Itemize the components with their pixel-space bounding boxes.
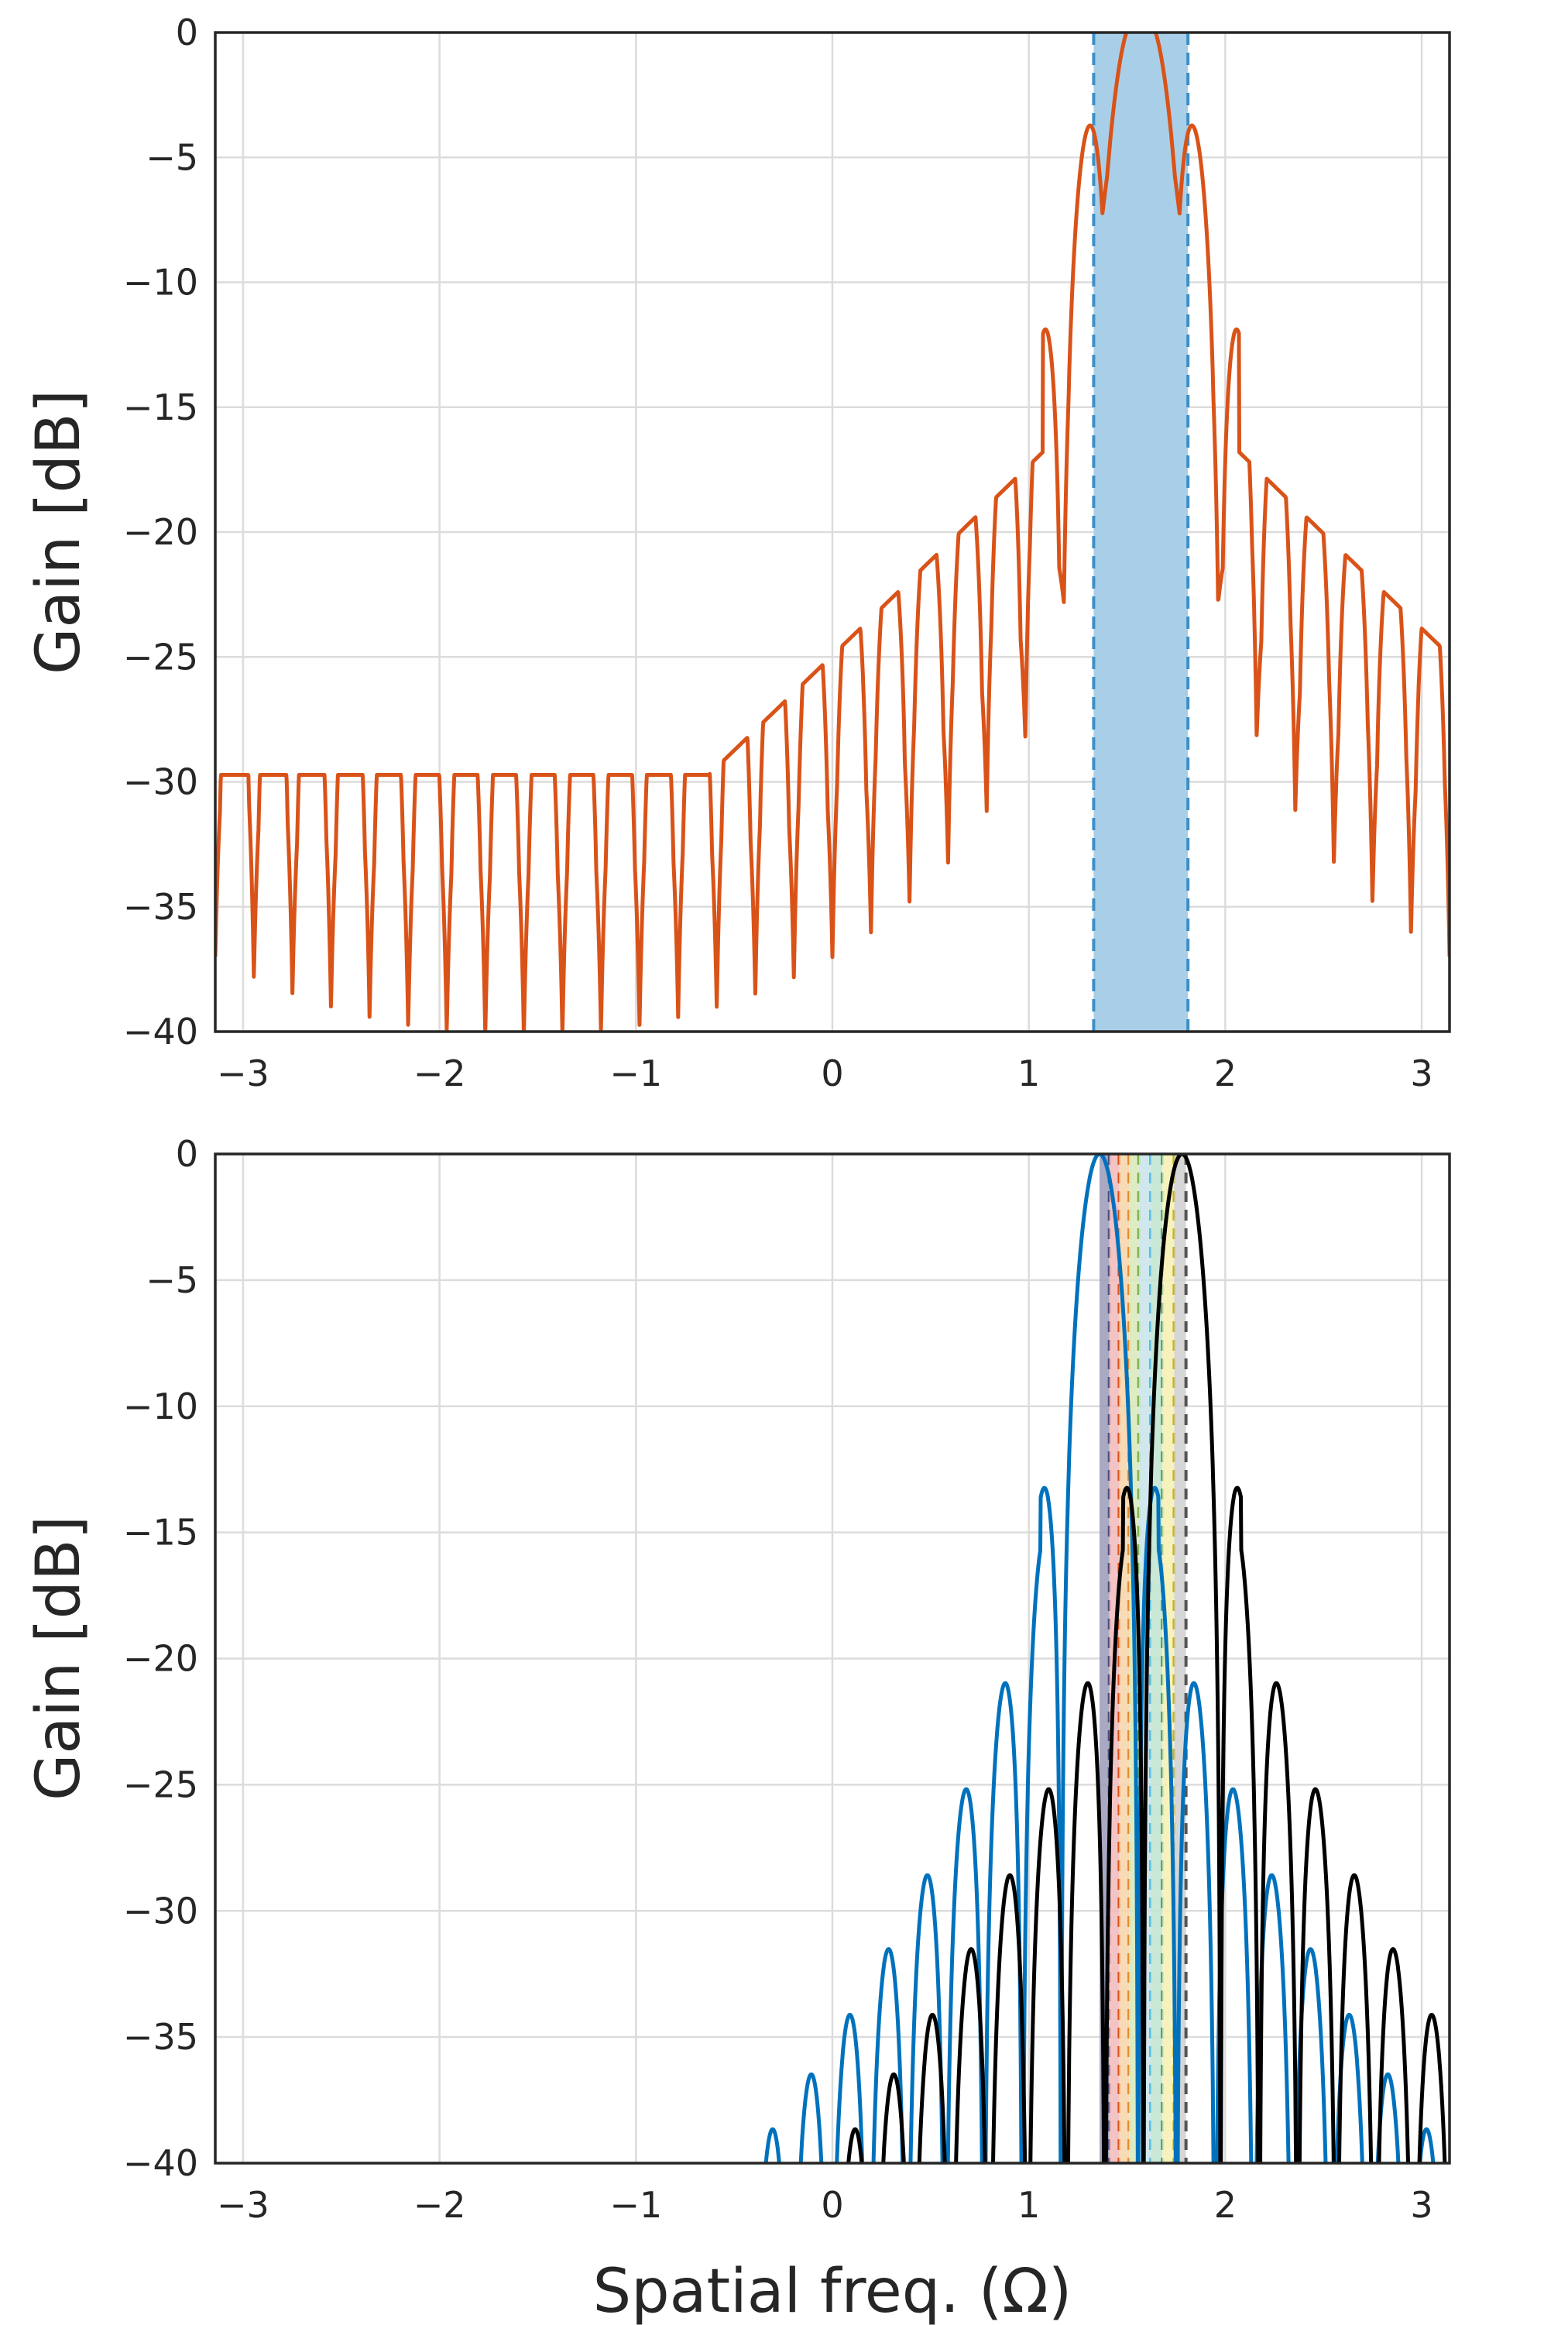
bot-y-tick-label: −10	[123, 1386, 198, 1427]
bot-x-tick-label: −1	[609, 2184, 662, 2226]
bot-y-tick-label: −5	[146, 1259, 198, 1301]
bot-x-tick-label: 1	[1017, 2184, 1040, 2226]
bottom-series	[763, 1154, 1447, 2163]
top-y-tick-label: −40	[123, 1011, 198, 1053]
bottom-y-axis-label: Gain [dB]	[24, 1516, 94, 1801]
bottom-grid	[215, 1152, 1450, 2165]
bot-y-tick-label: −20	[123, 1638, 198, 1680]
top-series	[215, 33, 1450, 1032]
bottom-y-tick-labels: 0 −5 −10 −15 −20 −25 −30 −35 −40	[123, 1133, 198, 2184]
top-y-axis-label: Gain [dB]	[24, 390, 94, 675]
top-x-tick-label: −2	[413, 1053, 466, 1094]
bot-x-tick-label: −2	[413, 2184, 466, 2226]
top-gain-curve-0	[215, 33, 1450, 1032]
top-axes-box	[214, 31, 1451, 1033]
top-x-tick-label: −3	[217, 1053, 269, 1094]
top-y-tick-label: 0	[176, 12, 198, 53]
top-y-tick-label: −10	[123, 262, 198, 304]
bottom-axes-box	[214, 1152, 1451, 2165]
bot-x-tick-label: 0	[821, 2184, 843, 2226]
top-band	[1092, 33, 1190, 1032]
passband-shading	[1093, 33, 1189, 1032]
bot-y-tick-label: −25	[123, 1763, 198, 1805]
subband-shading	[1174, 1154, 1186, 2163]
top-y-tick-label: −30	[123, 761, 198, 803]
bot-x-tick-label: 2	[1214, 2184, 1237, 2226]
bot-y-tick-label: −30	[123, 1890, 198, 1932]
bottom-x-tick-labels: −3 −2 −1 0 1 2 3	[217, 2184, 1433, 2226]
bot-gain-curve-0	[763, 1154, 1436, 2163]
top-y-tick-label: −20	[123, 511, 198, 553]
top-x-tick-label: −1	[609, 1053, 662, 1094]
bot-gain-curve-1	[846, 1154, 1447, 2163]
bot-y-tick-label: −35	[123, 2016, 198, 2058]
bot-y-tick-label: 0	[176, 1133, 198, 1175]
bot-x-tick-label: −3	[217, 2184, 269, 2226]
top-y-tick-label: −5	[146, 136, 198, 178]
top-y-tick-label: −35	[123, 886, 198, 928]
top-gain-panel: 0−5−10−15−20−25−30−35−40 −3 −2 −1 0 1 2 3 Gain…	[24, 12, 1451, 1094]
bot-y-tick-label: −15	[123, 1512, 198, 1554]
top-x-tick-label: 2	[1214, 1053, 1237, 1094]
top-x-tick-labels: −3 −2 −1 0 1 2 3	[217, 1053, 1433, 1094]
top-x-tick-label: 3	[1410, 1053, 1432, 1094]
top-y-tick-labels: 0 −5 −10 −15 −20 −25 −30 −35 −40	[123, 12, 198, 1053]
top-x-tick-label: 1	[1017, 1053, 1040, 1094]
top-x-tick-label: 0	[821, 1053, 843, 1094]
top-y-tick-label: −15	[123, 386, 198, 428]
bot-x-tick-label: 3	[1410, 2184, 1432, 2226]
bottom-gain-panel: 0−5−10−15−20−25−30−35−40 −3 −2 −1 0 1 2 3 Gain…	[24, 1133, 1451, 2325]
top-y-tick-label: −25	[123, 636, 198, 678]
bottom-x-axis-label: Spatial freq. (Ω)	[593, 2257, 1072, 2325]
bot-y-tick-label: −40	[123, 2142, 198, 2184]
